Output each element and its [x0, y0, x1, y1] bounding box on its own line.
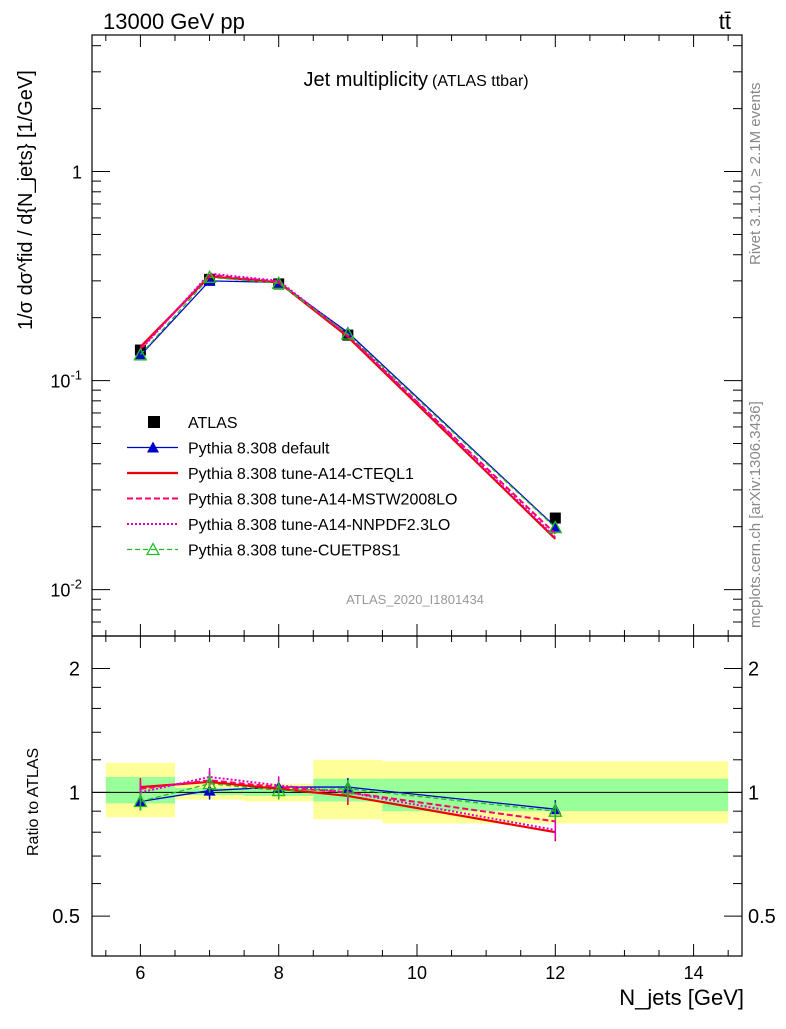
series-line — [139, 272, 556, 538]
x-tick-label: 8 — [274, 963, 284, 983]
series-point — [549, 520, 562, 532]
main-y-axis-label: 1/σ dσ^fid / d{N_jets} [1/GeV] — [15, 70, 37, 330]
rivet-version-text: Rivet 3.1.10, ≥ 2.1M events — [747, 83, 764, 266]
plot-title: Jet multiplicity — [304, 69, 428, 91]
y-tick-label: 10-2 — [50, 577, 82, 601]
x-axis-label: N_jets [GeV] — [619, 985, 744, 1010]
ratio-y-tick-label-right: 2 — [748, 659, 759, 681]
legend-marker — [147, 441, 159, 453]
series-point — [271, 275, 286, 289]
series-point — [203, 274, 216, 286]
ratio-y-axis-label: Ratio to ATLAS — [25, 748, 42, 856]
ratio-panel: 6 8 10 12 14 2 2 1 1 0.5 0.5 — [52, 635, 776, 983]
plot-subtitle: (ATLAS ttbar) — [432, 73, 529, 90]
ratio-point — [133, 794, 148, 808]
legend-entry-label: Pythia 8.308 tune-A14-NNPDF2.3LO — [188, 517, 450, 534]
legend-entry-label: Pythia 8.308 default — [188, 441, 330, 458]
ratio-y-tick-label-right: 1 — [748, 782, 759, 804]
ratio-point — [548, 803, 563, 817]
ratio-point — [202, 776, 217, 790]
y-tick-label: 10-1 — [50, 368, 82, 392]
series-line — [139, 280, 556, 528]
ratio-frame — [91, 635, 743, 957]
series-point — [133, 347, 148, 361]
ratio-point — [271, 783, 286, 797]
process-label: tt̄ — [719, 9, 731, 34]
series-line — [139, 276, 556, 529]
energy-label: 13000 GeV pp — [103, 9, 245, 34]
ratio-y-tick-label: 1 — [69, 782, 80, 804]
analysis-label: ATLAS_2020_I1801434 — [346, 592, 484, 607]
ratio-y-tick-label-right: 0.5 — [748, 906, 776, 928]
main-panel: 1 10-1 10-2 — [50, 34, 743, 956]
legend-entry-label: ATLAS — [188, 415, 238, 432]
series-point — [340, 326, 355, 340]
legend: ATLAS Pythia 8.308 default Pythia 8.308 tu… — [127, 415, 457, 560]
ratio-y-tick-label: 2 — [69, 659, 80, 681]
series-point — [134, 349, 147, 361]
x-tick-label: 6 — [135, 963, 145, 983]
x-tick-label: 10 — [407, 963, 427, 983]
legend-marker — [145, 542, 161, 556]
ratio-y-tick-label: 0.5 — [52, 906, 80, 928]
legend-entry-label: Pythia 8.308 tune-A14-CTEQL1 — [188, 466, 414, 483]
y-tick-label: 1 — [72, 163, 82, 183]
x-tick-label: 12 — [545, 963, 565, 983]
series-point — [202, 269, 217, 283]
legend-entry-label: Pythia 8.308 tune-A14-MSTW2008LO — [188, 492, 457, 509]
data-point-atlas — [549, 512, 561, 524]
ratio-point — [340, 781, 355, 795]
legend-marker-atlas — [148, 416, 160, 428]
mcplots-reference-text: mcplots.cern.ch [arXiv:1306.3436] — [747, 401, 764, 628]
legend-entry-label: Pythia 8.308 tune-CUETP8S1 — [188, 543, 401, 560]
series-point — [548, 520, 563, 534]
x-tick-label: 14 — [684, 963, 704, 983]
